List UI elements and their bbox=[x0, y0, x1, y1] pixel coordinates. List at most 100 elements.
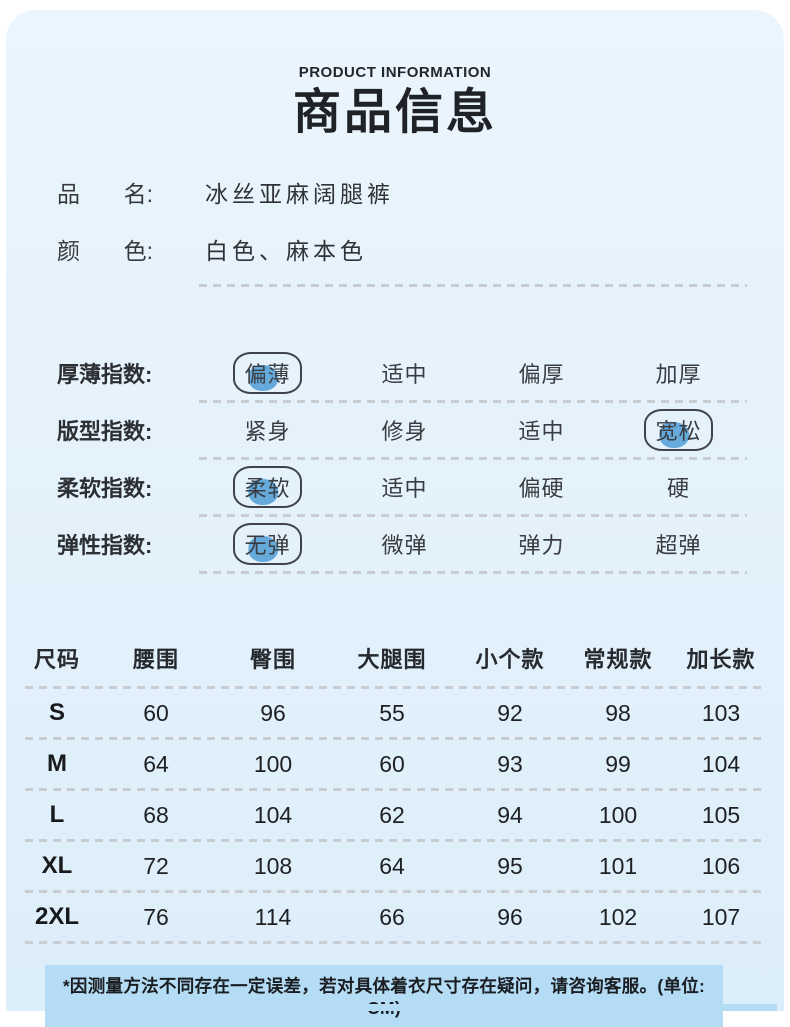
size-cell: M bbox=[47, 750, 67, 778]
table-row: L 68 104 62 94 100 105 bbox=[25, 791, 765, 839]
table-cell: 101 bbox=[598, 852, 638, 879]
table-cell: 55 bbox=[379, 699, 405, 726]
size-table-header-cell: 腰围 bbox=[132, 647, 179, 673]
table-cell: 96 bbox=[260, 699, 286, 726]
product-name-label: 品 名: bbox=[57, 175, 153, 209]
size-table-header-cell: 加长款 bbox=[686, 647, 756, 673]
table-cell: 99 bbox=[605, 750, 631, 777]
eyebrow-text: PRODUCT INFORMATION bbox=[298, 64, 492, 81]
table-cell: 108 bbox=[253, 852, 293, 879]
table-cell: 95 bbox=[497, 852, 523, 879]
product-name-row: 品 名: 冰丝亚麻阔腿裤 bbox=[57, 170, 784, 214]
label-char: 名: bbox=[123, 181, 153, 208]
dashed-divider bbox=[199, 457, 747, 461]
table-cell: 76 bbox=[143, 903, 169, 930]
page-header: PRODUCT INFORMATION 商品信息 bbox=[6, 10, 784, 140]
size-table-header-cell: 臀围 bbox=[249, 647, 296, 673]
table-cell: 96 bbox=[497, 903, 523, 930]
dashed-divider bbox=[199, 400, 747, 404]
index-option: 偏硬 bbox=[518, 476, 565, 502]
index-option: 偏厚 bbox=[518, 362, 565, 388]
label-char: 颜 bbox=[57, 238, 80, 265]
index-option: 加厚 bbox=[655, 362, 702, 388]
index-option: 紧身 bbox=[244, 419, 291, 445]
table-cell: 102 bbox=[598, 903, 638, 930]
measurement-note: *因测量方法不同存在一定误差，若对具体着衣尺寸存在疑问，请咨询客服。(单位: C… bbox=[45, 965, 723, 1027]
size-table-header-cell: 大腿围 bbox=[357, 647, 427, 673]
index-option: 宽松 bbox=[610, 409, 747, 452]
index-option: 微弹 bbox=[381, 533, 428, 559]
table-cell: 72 bbox=[143, 852, 169, 879]
selected-option-pill: 柔软 bbox=[233, 466, 302, 509]
index-option: 适中 bbox=[518, 419, 565, 445]
index-option: 柔软 bbox=[199, 466, 336, 509]
softness-options: 柔软 适中 偏硬 硬 bbox=[199, 466, 747, 509]
table-cell: 62 bbox=[379, 801, 405, 828]
table-row: S 60 96 55 92 98 103 bbox=[25, 689, 765, 737]
table-cell: 68 bbox=[143, 801, 169, 828]
index-option: 弹力 bbox=[518, 533, 565, 559]
thickness-index-label: 厚薄指数: bbox=[57, 362, 153, 388]
table-cell: 60 bbox=[379, 750, 405, 777]
size-cell: XL bbox=[41, 852, 73, 880]
table-row: M 64 100 60 93 99 104 bbox=[25, 740, 765, 788]
thickness-options: 偏薄 适中 偏厚 加厚 bbox=[199, 352, 747, 395]
fit-index-row: 版型指数: 紧身 修身 适中 宽松 bbox=[57, 403, 784, 457]
table-cell: 104 bbox=[253, 801, 293, 828]
index-option: 适中 bbox=[381, 476, 428, 502]
table-cell: 64 bbox=[143, 750, 169, 777]
elasticity-index-row: 弹性指数: 无弹 微弹 弹力 超弹 bbox=[57, 517, 784, 571]
table-row: XL 72 108 64 95 101 106 bbox=[25, 842, 765, 890]
table-cell: 66 bbox=[379, 903, 405, 930]
table-cell: 60 bbox=[143, 699, 169, 726]
index-section: 厚薄指数: 偏薄 适中 偏厚 加厚 版型指数: 紧身 修身 适中 宽松 柔软指数… bbox=[57, 346, 784, 575]
product-info-card: PRODUCT INFORMATION 商品信息 品 名: 冰丝亚麻阔腿裤 颜 … bbox=[6, 10, 784, 1027]
index-option: 适中 bbox=[381, 362, 428, 388]
size-table: 尺码 腰围 臀围 大腿围 小个款 常规款 加长款 S 60 96 55 92 9… bbox=[25, 630, 765, 945]
elasticity-options: 无弹 微弹 弹力 超弹 bbox=[199, 523, 747, 566]
fit-index-label: 版型指数: bbox=[57, 419, 153, 445]
page-title: 商品信息 bbox=[292, 86, 497, 139]
table-cell: 93 bbox=[497, 750, 523, 777]
index-option: 修身 bbox=[381, 419, 428, 445]
table-cell: 105 bbox=[701, 801, 741, 828]
table-cell: 100 bbox=[598, 801, 638, 828]
size-cell: S bbox=[48, 699, 65, 727]
label-char: 品 bbox=[57, 181, 80, 208]
selected-option-pill: 偏薄 bbox=[233, 352, 302, 395]
dashed-divider bbox=[25, 839, 765, 843]
elasticity-index-label: 弹性指数: bbox=[57, 533, 153, 559]
index-option: 超弹 bbox=[655, 533, 702, 559]
table-cell: 94 bbox=[497, 801, 523, 828]
index-option: 无弹 bbox=[199, 523, 336, 566]
size-table-header-row: 尺码 腰围 臀围 大腿围 小个款 常规款 加长款 bbox=[25, 630, 765, 686]
table-cell: 104 bbox=[701, 750, 741, 777]
color-value: 白色、麻本色 bbox=[205, 238, 367, 265]
table-row: 2XL 76 114 66 96 102 107 bbox=[25, 893, 765, 941]
index-option: 偏薄 bbox=[199, 352, 336, 395]
size-table-header-cell: 小个款 bbox=[475, 647, 545, 673]
basic-info-section: 品 名: 冰丝亚麻阔腿裤 颜 色: 白色、麻本色 bbox=[57, 170, 784, 288]
dashed-divider bbox=[25, 788, 765, 792]
dashed-divider bbox=[25, 890, 765, 894]
table-cell: 100 bbox=[253, 750, 293, 777]
table-cell: 103 bbox=[701, 699, 741, 726]
next-section-band bbox=[48, 1004, 777, 1011]
color-label: 颜 色: bbox=[57, 232, 153, 266]
table-cell: 64 bbox=[379, 852, 405, 879]
table-cell: 92 bbox=[497, 699, 523, 726]
size-cell: 2XL bbox=[34, 903, 79, 931]
label-char: 色: bbox=[123, 238, 153, 265]
dashed-divider bbox=[25, 941, 765, 945]
dashed-divider bbox=[25, 686, 765, 690]
size-table-header-cell: 常规款 bbox=[583, 647, 653, 673]
softness-index-label: 柔软指数: bbox=[57, 476, 153, 502]
size-table-header-cell: 尺码 bbox=[33, 647, 80, 673]
product-name-value: 冰丝亚麻阔腿裤 bbox=[205, 181, 394, 208]
index-option: 硬 bbox=[666, 476, 690, 502]
color-row: 颜 色: 白色、麻本色 bbox=[57, 227, 784, 271]
dashed-divider bbox=[199, 571, 747, 575]
dashed-divider bbox=[25, 737, 765, 741]
selected-option-pill: 无弹 bbox=[233, 523, 302, 566]
dashed-divider bbox=[199, 514, 747, 518]
